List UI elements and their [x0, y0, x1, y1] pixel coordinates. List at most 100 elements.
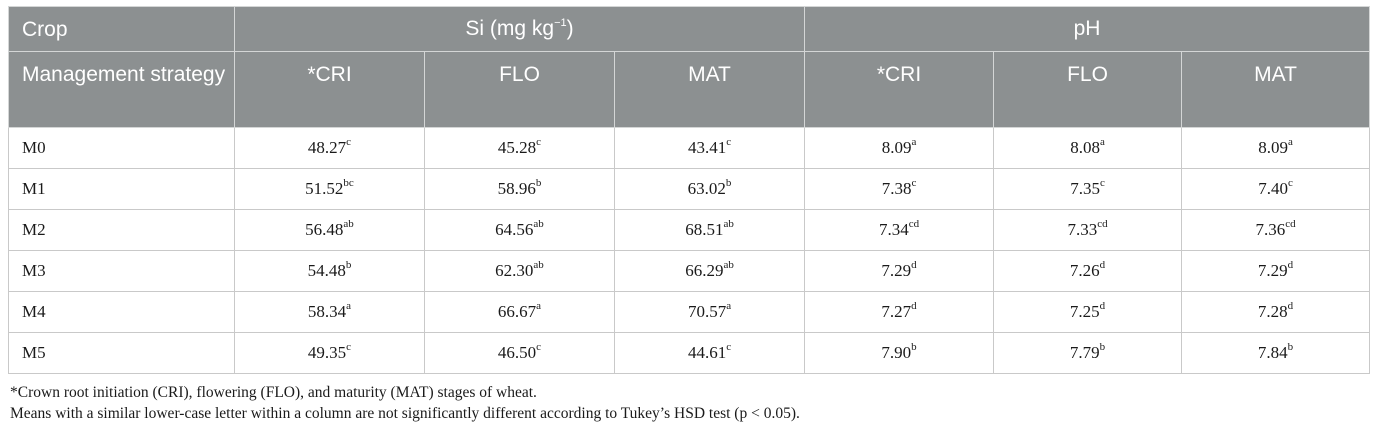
significance-letter: d — [911, 259, 917, 272]
table-cell: 64.56ab — [424, 209, 615, 251]
management-strategy-header: Management strategy — [8, 51, 235, 128]
significance-letter: cd — [1097, 218, 1108, 231]
row-label: M5 — [8, 332, 235, 374]
si-group-label: Si (mg kg — [465, 17, 555, 40]
table-cell: 56.48ab — [234, 209, 425, 251]
significance-letter: d — [1287, 259, 1294, 272]
cell-value: 7.34 — [878, 220, 909, 239]
cell-value: 8.09 — [881, 138, 912, 157]
cell-value: 7.28 — [1257, 302, 1288, 321]
table-header: Crop Si (mg kg−1) pH Management strategy… — [8, 6, 1371, 128]
cell-value: 68.51 — [685, 220, 724, 239]
cell-value: 56.48 — [305, 220, 344, 239]
table-cell: 7.79b — [993, 332, 1183, 374]
data-table: Crop Si (mg kg−1) pH Management strategy… — [8, 6, 1371, 374]
cell-value: 51.52 — [305, 179, 344, 198]
cell-value: 58.34 — [307, 302, 347, 321]
cell-value: 7.36 — [1255, 220, 1286, 239]
significance-letter: c — [1287, 177, 1293, 190]
cell-value: 46.50 — [497, 343, 537, 362]
table-cell: 7.27d — [804, 291, 995, 333]
si-group-close: ) — [566, 17, 574, 40]
table-cell: 7.28d — [1181, 291, 1371, 333]
significance-letter: d — [1099, 259, 1106, 272]
significance-letter: ab — [533, 259, 544, 272]
table-cell: 66.67a — [424, 291, 615, 333]
stage-header: MAT — [1181, 51, 1371, 128]
row-label: M2 — [8, 209, 235, 251]
significance-letter: a — [911, 136, 917, 149]
table-body: M0 48.27c 45.28c 43.41c 8.09a 8.08a 8.09a M1 51.… — [8, 127, 1371, 374]
table-cell: 58.96b — [424, 168, 615, 210]
cell-value: 48.27 — [307, 138, 347, 157]
table-cell: 44.61c — [613, 332, 806, 374]
significance-letter: c — [726, 136, 732, 149]
table-row: M4 58.34a 66.67a 70.57a 7.27d 7.25d 7.28d — [8, 291, 1371, 333]
ph-group-header: pH — [804, 6, 1371, 52]
significance-letter: a — [1099, 136, 1105, 149]
cell-value: 70.57 — [687, 302, 727, 321]
table-cell: 63.02b — [613, 168, 806, 210]
significance-letter: c — [911, 177, 917, 190]
stage-header: *CRI — [234, 51, 425, 128]
significance-letter: b — [345, 259, 352, 272]
table-cell: 62.30ab — [424, 250, 615, 292]
significance-letter: a — [536, 300, 542, 313]
cell-value: 7.33 — [1067, 220, 1098, 239]
cell-value: 7.40 — [1258, 179, 1288, 198]
table-cell: 8.08a — [993, 127, 1183, 169]
table-cell: 58.34a — [234, 291, 425, 333]
stage-header: FLO — [993, 51, 1183, 128]
cell-value: 7.79 — [1069, 343, 1100, 362]
significance-letter: b — [535, 177, 542, 190]
significance-letter: c — [726, 341, 732, 354]
table-cell: 7.40c — [1181, 168, 1371, 210]
significance-letter: b — [725, 177, 732, 190]
cell-value: 54.48 — [307, 261, 346, 280]
cell-value: 8.08 — [1070, 138, 1100, 157]
table-row: M0 48.27c 45.28c 43.41c 8.09a 8.08a 8.09a — [8, 127, 1371, 169]
table-row: M1 51.52bc 58.96b 63.02b 7.38c 7.35c 7.40c — [8, 168, 1371, 210]
footnote-stages: *Crown root initiation (CRI), flowering … — [10, 384, 537, 401]
table-cell: 46.50c — [424, 332, 615, 374]
significance-letter: cd — [1285, 218, 1296, 231]
cell-value: 62.30 — [495, 261, 534, 280]
significance-letter: c — [346, 136, 352, 149]
significance-letter: b — [1099, 341, 1106, 354]
table-cell: 48.27c — [234, 127, 425, 169]
cell-value: 64.56 — [495, 220, 534, 239]
significance-letter: a — [726, 300, 732, 313]
significance-letter: c — [536, 341, 542, 354]
table-cell: 8.09a — [804, 127, 995, 169]
table-cell: 7.34cd — [804, 209, 995, 251]
table-cell: 45.28c — [424, 127, 615, 169]
significance-letter: bc — [343, 177, 354, 190]
significance-letter: a — [1287, 136, 1293, 149]
table-row: M3 54.48b 62.30ab 66.29ab 7.29d 7.26d 7.29d — [8, 250, 1371, 292]
table-cell: 7.25d — [993, 291, 1183, 333]
significance-letter: c — [536, 136, 542, 149]
significance-letter: a — [346, 300, 352, 313]
table-cell: 66.29ab — [613, 250, 806, 292]
cell-value: 7.27 — [881, 302, 912, 321]
cell-value: 7.29 — [881, 261, 912, 280]
cell-value: 7.35 — [1070, 179, 1100, 198]
footnote-tukey: Means with a similar lower-case letter w… — [10, 405, 800, 422]
cell-value: 7.38 — [881, 179, 912, 198]
significance-letter: c — [1099, 177, 1105, 190]
table-cell: 7.38c — [804, 168, 995, 210]
significance-letter: ab — [723, 218, 734, 231]
cell-value: 7.26 — [1069, 261, 1100, 280]
cell-value: 66.67 — [497, 302, 537, 321]
cell-value: 49.35 — [307, 343, 347, 362]
cell-value: 66.29 — [685, 261, 724, 280]
table-cell: 8.09a — [1181, 127, 1371, 169]
significance-letter: c — [346, 341, 352, 354]
cell-value: 58.96 — [497, 179, 536, 198]
significance-letter: ab — [533, 218, 544, 231]
cell-value: 8.09 — [1258, 138, 1288, 157]
cell-value: 7.90 — [881, 343, 912, 362]
row-label: M0 — [8, 127, 235, 169]
cell-value: 43.41 — [687, 138, 727, 157]
table-cell: 68.51ab — [613, 209, 806, 251]
